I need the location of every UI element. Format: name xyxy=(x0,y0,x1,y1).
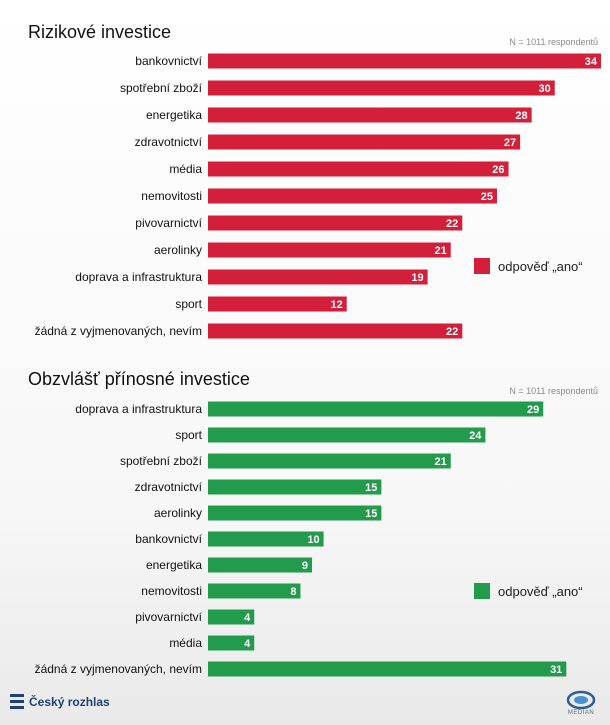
bar-value-label: 21 xyxy=(434,245,446,257)
respondents-note-risky: N = 1011 respondentů xyxy=(509,37,598,47)
bar-value-label: 30 xyxy=(539,83,551,95)
bar xyxy=(208,635,255,651)
bar xyxy=(208,269,428,285)
category-label: zdravotnictví xyxy=(135,480,203,494)
category-label: nemovitosti xyxy=(141,584,202,598)
bar-value-label: 31 xyxy=(550,664,562,676)
category-label: média xyxy=(169,162,202,176)
category-label: aerolinky xyxy=(154,506,202,520)
category-label: sport xyxy=(175,428,202,442)
risky-investments-chart: bankovnictví 34 spotřební zboží 30 energetik… xyxy=(35,53,601,339)
category-label: nemovitosti xyxy=(141,189,202,203)
bar-value-label: 28 xyxy=(515,110,527,122)
category-label: pivovarnictví xyxy=(135,216,202,230)
bar xyxy=(208,531,324,547)
cesky-rozhlas-logo-icon xyxy=(10,694,24,709)
bar xyxy=(208,53,601,69)
category-label: spotřební zboží xyxy=(120,81,203,95)
bar-value-label: 10 xyxy=(307,534,319,546)
bar-value-label: 24 xyxy=(469,430,482,442)
bar-value-label: 9 xyxy=(302,560,308,572)
bar-value-label: 4 xyxy=(244,612,251,624)
bar-value-label: 27 xyxy=(504,137,516,149)
bar-value-label: 22 xyxy=(446,326,458,338)
bar xyxy=(208,323,463,339)
respondents-note-beneficial: N = 1011 respondentů xyxy=(509,386,598,396)
bar xyxy=(208,557,313,573)
cesky-rozhlas-logo-text: Český rozhlas xyxy=(29,695,110,709)
bar xyxy=(208,453,451,469)
chart-title-beneficial: Obzvlášť přínosné investice xyxy=(28,369,250,389)
bar xyxy=(208,296,347,312)
bar xyxy=(208,188,497,204)
bar-value-label: 26 xyxy=(492,164,504,176)
category-label: pivovarnictví xyxy=(135,610,202,624)
bar xyxy=(208,583,301,599)
bar-value-label: 15 xyxy=(365,482,377,494)
legend-label-beneficial: odpověď „ano“ xyxy=(498,583,583,599)
bar xyxy=(208,609,255,625)
beneficial-investments-chart: doprava a infrastruktura 29 sport 24 spotřeb… xyxy=(35,401,567,677)
bar xyxy=(208,161,509,177)
bar xyxy=(208,427,486,443)
bar-value-label: 22 xyxy=(446,218,458,230)
bar-value-label: 8 xyxy=(290,586,296,598)
legend-beneficial: odpověď „ano“ xyxy=(474,583,583,599)
category-label: zdravotnictví xyxy=(135,135,203,149)
bar xyxy=(208,505,382,521)
category-label: aerolinky xyxy=(154,243,202,257)
category-label: spotřební zboží xyxy=(120,454,203,468)
bar-value-label: 15 xyxy=(365,508,377,520)
cesky-rozhlas-logo: Český rozhlas xyxy=(10,693,110,711)
median-logo: MEDIAN xyxy=(566,690,596,716)
category-label: žádná z vyjmenovaných, nevím xyxy=(35,662,202,676)
category-label: bankovnictví xyxy=(135,54,202,68)
bar xyxy=(208,242,451,258)
category-label: sport xyxy=(175,297,202,311)
bar-value-label: 21 xyxy=(434,456,446,468)
chart-title-risky: Rizikové investice xyxy=(28,22,172,42)
category-label: energetika xyxy=(146,108,202,122)
median-logo-text: MEDIAN xyxy=(567,710,595,716)
bar xyxy=(208,134,521,150)
category-label: žádná z vyjmenovaných, nevím xyxy=(35,324,202,338)
bar-value-label: 25 xyxy=(481,191,493,203)
legend-risky: odpověď „ano“ xyxy=(474,258,583,274)
category-label: energetika xyxy=(146,558,202,572)
median-logo-icon xyxy=(566,690,596,710)
legend-label-risky: odpověď „ano“ xyxy=(498,258,583,274)
legend-swatch-risky xyxy=(474,258,490,274)
bar xyxy=(208,661,567,677)
bar-value-label: 29 xyxy=(527,404,539,416)
bar xyxy=(208,107,532,123)
category-label: doprava a infrastruktura xyxy=(75,270,202,284)
bar xyxy=(208,80,555,96)
bar xyxy=(208,215,463,231)
legend-swatch-beneficial xyxy=(474,583,490,599)
bar xyxy=(208,401,544,417)
bar-value-label: 19 xyxy=(411,272,423,284)
bar-value-label: 4 xyxy=(244,638,251,650)
bar-value-label: 12 xyxy=(330,299,342,311)
category-label: doprava a infrastruktura xyxy=(75,402,202,416)
bar xyxy=(208,479,382,495)
category-label: média xyxy=(169,636,202,650)
category-label: bankovnictví xyxy=(135,532,202,546)
bar-value-label: 34 xyxy=(585,56,598,68)
